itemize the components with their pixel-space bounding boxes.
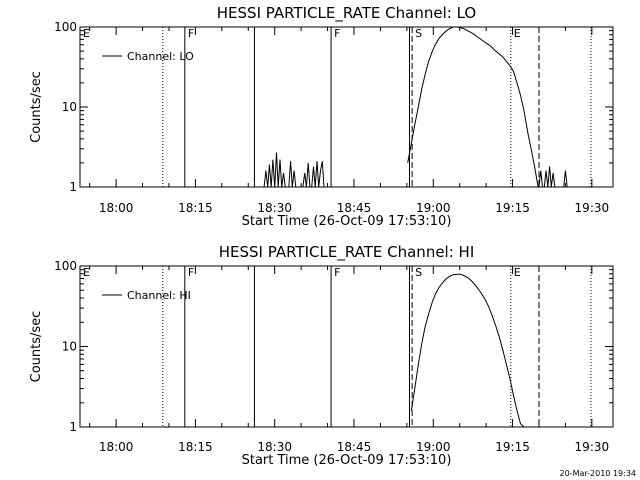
y-tick-label: 100 (54, 20, 77, 34)
x-tick-label: 18:15 (178, 201, 213, 215)
event-marker-label: F (188, 266, 194, 279)
legend-label: Channel: HI (127, 289, 191, 302)
event-marker-label: F (188, 27, 194, 40)
x-axis-label: Start Time (26-Oct-09 17:53:10) (242, 214, 452, 229)
x-tick-label: 19:30 (575, 440, 610, 454)
data-series-line (407, 26, 539, 188)
x-tick-label: 19:00 (416, 201, 451, 215)
x-tick-label: 18:30 (257, 201, 292, 215)
data-series-line (410, 273, 525, 428)
y-axis-label: Counts/sec (29, 71, 44, 143)
y-tick-label: 100 (54, 259, 77, 273)
data-series-line (538, 166, 569, 188)
y-tick-label: 10 (62, 100, 77, 114)
x-tick-label: 18:15 (178, 440, 213, 454)
x-tick-label: 19:00 (416, 440, 451, 454)
y-tick-label: 1 (69, 420, 77, 434)
x-tick-label: 18:00 (99, 440, 134, 454)
event-marker-label: F (334, 27, 340, 40)
y-tick-label: 10 (62, 340, 77, 354)
x-tick-label: 18:45 (337, 201, 372, 215)
plot-timestamp: 20-Mar-2010 19:34 (560, 469, 637, 478)
x-tick-label: 19:15 (495, 440, 530, 454)
x-tick-label: 18:30 (257, 440, 292, 454)
event-marker-label: S (415, 27, 422, 40)
x-tick-label: 19:15 (495, 201, 530, 215)
chart-title: HESSI PARTICLE_RATE Channel: LO (217, 4, 476, 23)
event-marker-label: E (83, 266, 90, 279)
x-tick-label: 18:00 (99, 201, 134, 215)
event-marker-label: E (514, 27, 521, 40)
event-marker-label: F (334, 266, 340, 279)
x-tick-label: 18:45 (337, 440, 372, 454)
x-tick-label: 19:30 (575, 201, 610, 215)
x-axis-label: Start Time (26-Oct-09 17:53:10) (242, 453, 452, 468)
event-marker-label: E (514, 266, 521, 279)
event-marker-label: E (83, 27, 90, 40)
event-marker-label: S (415, 266, 422, 279)
legend-label: Channel: LO (127, 50, 194, 63)
chart-title: HESSI PARTICLE_RATE Channel: HI (219, 243, 475, 262)
y-axis-label: Counts/sec (29, 311, 44, 383)
y-tick-label: 1 (69, 180, 77, 194)
data-series-line (263, 152, 325, 188)
